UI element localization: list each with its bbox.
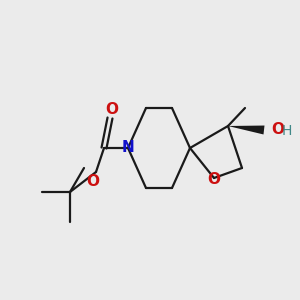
Text: O: O [208, 172, 220, 187]
Text: H: H [282, 124, 292, 138]
Text: N: N [122, 140, 134, 155]
Text: O: O [271, 122, 284, 137]
Polygon shape [228, 125, 265, 134]
Text: O: O [86, 173, 100, 188]
Text: O: O [106, 103, 118, 118]
